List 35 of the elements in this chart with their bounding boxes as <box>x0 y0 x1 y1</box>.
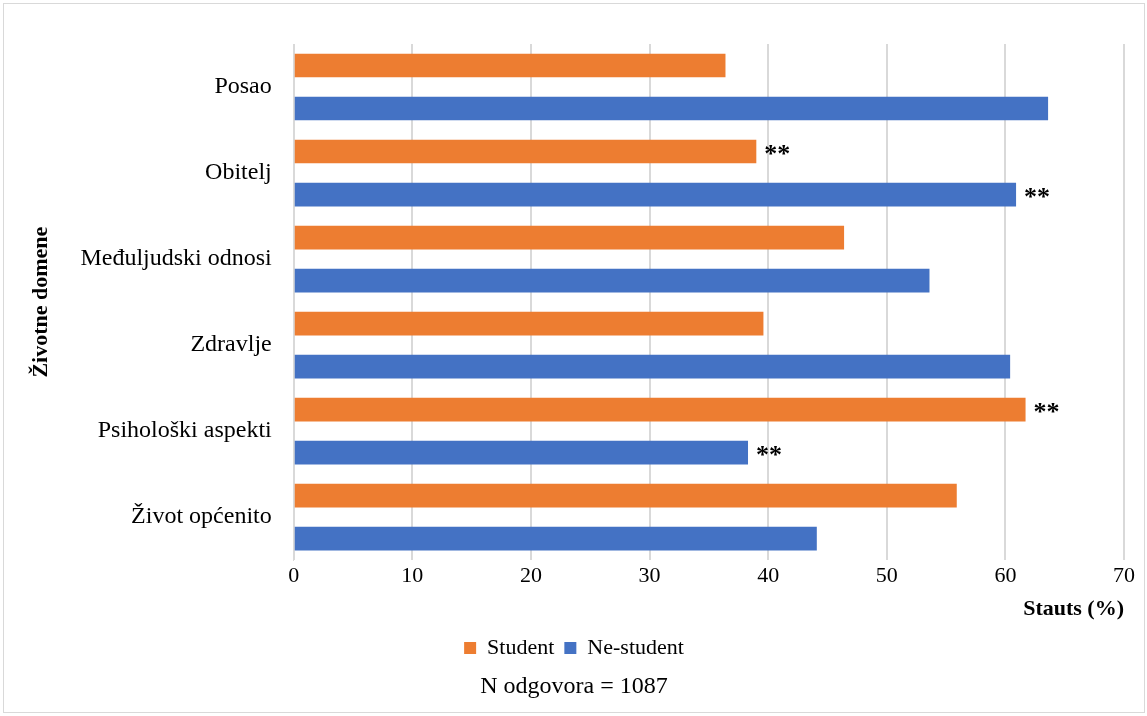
y-axis-title: Životne domene <box>26 226 52 378</box>
x-tick-label: 40 <box>757 562 780 588</box>
y-tick-label: Psihološki aspekti <box>97 416 273 443</box>
bar <box>294 268 930 293</box>
y-tick-label: Zdravlje <box>190 330 272 357</box>
y-tick-label: Obitelj <box>205 158 272 185</box>
data-label: ** <box>764 139 791 169</box>
data-label: ** <box>1024 182 1051 212</box>
bar <box>294 483 957 508</box>
x-tick-label: 70 <box>1113 562 1135 588</box>
bar <box>294 440 749 465</box>
bar <box>294 139 757 164</box>
data-label: ** <box>756 440 783 470</box>
bar <box>294 526 817 551</box>
bar <box>294 311 764 336</box>
text: N odgovora = 1087 <box>479 672 669 699</box>
bar <box>294 354 1011 379</box>
bar <box>294 397 1026 422</box>
y-tick-label: Posao <box>214 72 272 99</box>
bar <box>294 225 845 250</box>
y-tick-label: Život općenito <box>131 502 272 529</box>
bar <box>294 96 1049 121</box>
data-label: ** <box>1033 397 1060 427</box>
x-tick-label: 10 <box>401 562 424 588</box>
x-tick-label: 0 <box>288 562 300 588</box>
x-tick-label: 60 <box>994 562 1017 588</box>
x-tick-label: 20 <box>519 562 542 588</box>
x-tick-label: 50 <box>875 562 898 588</box>
y-tick-label: Međuljudski odnosi <box>80 244 273 271</box>
x-tick-label: 30 <box>638 562 661 588</box>
bar <box>294 182 1017 207</box>
legend-label: Student <box>487 633 555 659</box>
x-axis-title: Stauts (%) <box>1023 595 1124 621</box>
bar <box>294 53 726 78</box>
legend-label: Ne-student <box>587 633 684 659</box>
